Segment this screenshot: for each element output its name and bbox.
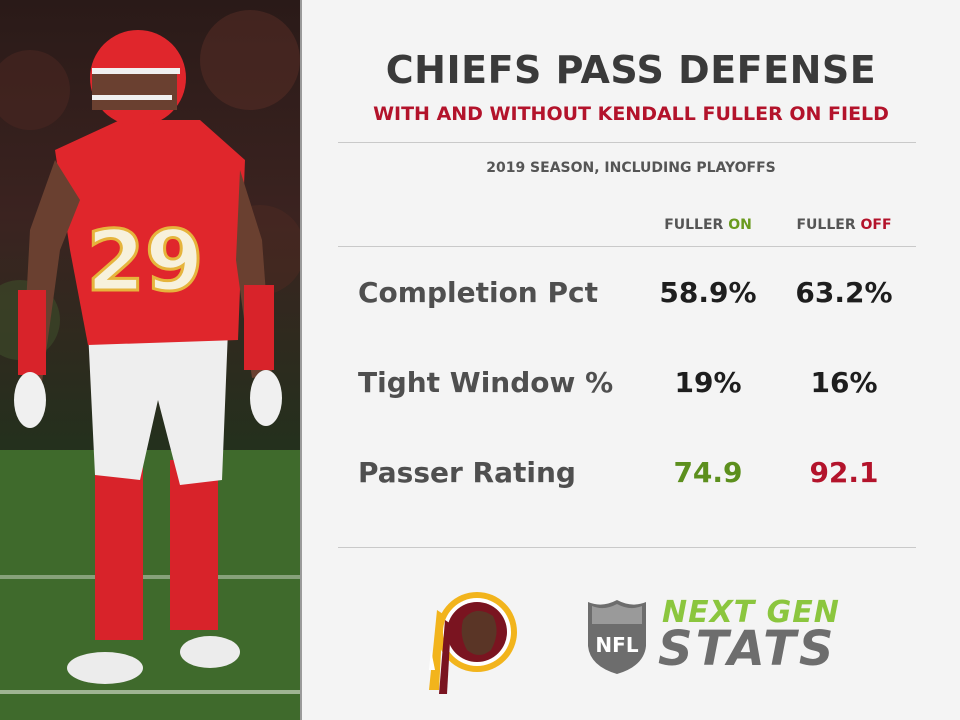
value-tight-window-on: 19%	[674, 366, 742, 399]
value-passer-rating-off: 92.1	[809, 456, 879, 489]
nfl-shield-icon: NFL	[584, 596, 650, 680]
column-header-fuller-on: FULLER ON	[638, 217, 778, 233]
stats-panel: CHIEFS PASS DEFENSE WITH AND WITHOUT KEN…	[302, 0, 960, 720]
top-divider	[338, 142, 916, 143]
season-note: 2019 SEASON, INCLUDING PLAYOFFS	[486, 160, 776, 176]
column-header-prefix: FULLER	[664, 217, 724, 233]
row-label-tight-window: Tight Window %	[358, 366, 614, 399]
value-completion-pct-off: 63.2%	[795, 276, 893, 309]
column-header-prefix: FULLER	[796, 217, 856, 233]
row-label-passer-rating: Passer Rating	[358, 456, 576, 489]
value-completion-pct-on: 58.9%	[659, 276, 757, 309]
value-passer-rating-on: 74.9	[673, 456, 743, 489]
column-header-off: OFF	[860, 217, 892, 233]
jersey-number: 29	[87, 212, 204, 310]
player-photo: 29	[0, 0, 300, 720]
column-header-on: ON	[728, 217, 752, 233]
svg-text:NFL: NFL	[595, 633, 638, 657]
header-divider	[338, 246, 916, 247]
redskins-logo-icon	[417, 590, 527, 704]
value-tight-window-off: 16%	[810, 366, 878, 399]
graphic-subtitle: WITH AND WITHOUT KENDALL FULLER ON FIELD	[373, 103, 889, 125]
player-illustration: 29	[0, 10, 300, 720]
next-gen-label: NEXT GEN	[662, 595, 840, 630]
stats-label: STATS	[658, 621, 837, 677]
graphic-title: CHIEFS PASS DEFENSE	[385, 48, 877, 92]
bottom-divider	[338, 547, 916, 548]
column-header-fuller-off: FULLER OFF	[774, 217, 914, 233]
row-label-completion-pct: Completion Pct	[358, 276, 598, 309]
photo-divider	[300, 0, 302, 720]
